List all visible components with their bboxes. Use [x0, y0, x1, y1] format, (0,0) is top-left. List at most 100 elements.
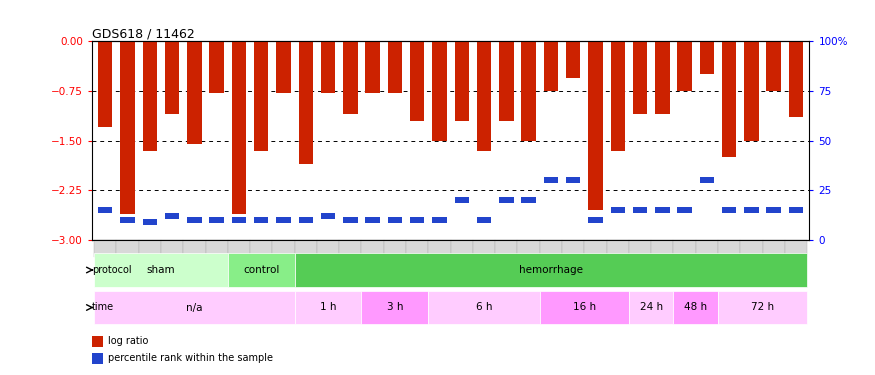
- Bar: [655, 41, 669, 114]
- Bar: [92, 336, 102, 347]
- Bar: [388, 41, 402, 93]
- Bar: [454, 197, 469, 203]
- Text: time: time: [92, 303, 114, 312]
- Bar: [432, 217, 447, 223]
- Bar: [655, 207, 669, 213]
- Bar: [187, 217, 201, 223]
- Bar: [343, 41, 358, 114]
- Bar: [187, 41, 201, 144]
- Bar: [766, 41, 781, 91]
- Text: GDS618 / 11462: GDS618 / 11462: [92, 27, 194, 40]
- Bar: [295, 291, 361, 324]
- Text: 24 h: 24 h: [640, 303, 662, 312]
- Bar: [254, 217, 269, 223]
- Bar: [340, 240, 361, 256]
- Bar: [477, 41, 491, 150]
- Bar: [722, 41, 737, 157]
- Bar: [317, 240, 340, 256]
- Bar: [209, 217, 224, 223]
- Bar: [94, 240, 116, 256]
- Bar: [473, 240, 495, 256]
- Bar: [740, 240, 763, 256]
- Bar: [788, 207, 803, 213]
- Bar: [120, 41, 135, 213]
- Bar: [120, 217, 135, 223]
- Text: 72 h: 72 h: [751, 303, 774, 312]
- Bar: [495, 240, 517, 256]
- Bar: [272, 240, 295, 256]
- Text: sham: sham: [147, 265, 175, 275]
- Bar: [629, 240, 651, 256]
- Bar: [298, 41, 313, 164]
- Bar: [677, 41, 692, 91]
- Bar: [499, 197, 514, 203]
- Bar: [343, 217, 358, 223]
- Text: hemorrhage: hemorrhage: [519, 265, 583, 275]
- Bar: [540, 240, 562, 256]
- Text: 1 h: 1 h: [320, 303, 336, 312]
- Bar: [116, 240, 138, 256]
- Bar: [410, 41, 424, 121]
- Bar: [674, 240, 696, 256]
- Bar: [232, 41, 246, 213]
- Bar: [745, 207, 759, 213]
- Bar: [745, 41, 759, 141]
- Bar: [161, 240, 183, 256]
- Text: 3 h: 3 h: [387, 303, 403, 312]
- Text: control: control: [243, 265, 279, 275]
- Bar: [633, 207, 648, 213]
- Text: 48 h: 48 h: [684, 303, 707, 312]
- Text: n/a: n/a: [186, 303, 203, 312]
- Bar: [788, 41, 803, 117]
- Bar: [629, 291, 674, 324]
- Bar: [138, 240, 161, 256]
- Bar: [588, 41, 603, 210]
- Bar: [566, 177, 580, 183]
- Text: protocol: protocol: [92, 265, 131, 275]
- Bar: [206, 240, 228, 256]
- Bar: [92, 352, 102, 364]
- Bar: [454, 41, 469, 121]
- Bar: [562, 240, 584, 256]
- Bar: [228, 253, 295, 287]
- Bar: [588, 217, 603, 223]
- Bar: [94, 291, 295, 324]
- Bar: [543, 177, 558, 183]
- Bar: [254, 41, 269, 150]
- Bar: [451, 240, 472, 256]
- Bar: [517, 240, 540, 256]
- Bar: [276, 41, 290, 93]
- Bar: [785, 240, 807, 256]
- Bar: [611, 41, 625, 150]
- Bar: [94, 253, 228, 287]
- Text: log ratio: log ratio: [108, 336, 148, 346]
- Bar: [143, 41, 157, 150]
- Bar: [298, 217, 313, 223]
- Bar: [388, 217, 402, 223]
- Bar: [432, 41, 447, 141]
- Bar: [276, 217, 290, 223]
- Bar: [295, 253, 807, 287]
- Bar: [143, 219, 157, 225]
- Bar: [633, 41, 648, 114]
- Bar: [250, 240, 272, 256]
- Bar: [540, 291, 629, 324]
- Bar: [429, 240, 451, 256]
- Bar: [543, 41, 558, 91]
- Bar: [209, 41, 224, 93]
- Bar: [566, 41, 580, 78]
- Bar: [232, 217, 246, 223]
- Bar: [522, 197, 536, 203]
- Bar: [606, 240, 629, 256]
- Bar: [718, 291, 807, 324]
- Bar: [361, 291, 429, 324]
- Bar: [611, 207, 625, 213]
- Bar: [321, 41, 335, 93]
- Bar: [522, 41, 536, 141]
- Bar: [696, 240, 718, 256]
- Bar: [700, 41, 714, 74]
- Bar: [98, 41, 113, 128]
- Bar: [677, 207, 692, 213]
- Bar: [406, 240, 429, 256]
- Bar: [228, 240, 250, 256]
